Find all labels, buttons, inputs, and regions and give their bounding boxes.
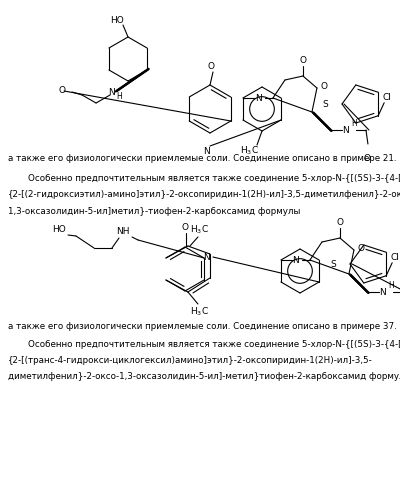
Text: N: N [204, 253, 210, 262]
Text: HO: HO [110, 16, 124, 25]
Text: O: O [358, 244, 365, 252]
Text: а также его физиологически приемлемые соли. Соединение описано в примере 21.: а также его физиологически приемлемые со… [8, 154, 396, 163]
Text: O: O [58, 86, 65, 95]
Text: NH: NH [116, 227, 130, 236]
Text: O: O [364, 154, 370, 163]
Text: а также его физиологически приемлемые соли. Соединение описано в примере 37.: а также его физиологически приемлемые со… [8, 322, 397, 331]
Text: H$_3$C: H$_3$C [190, 306, 209, 318]
Text: S: S [322, 100, 328, 109]
Text: N: N [292, 256, 299, 265]
Text: Особенно предпочтительным является также соединение 5-хлор-N-{[(5S)-3-{4-[3-: Особенно предпочтительным является также… [28, 174, 400, 183]
Text: N: N [342, 126, 349, 135]
Text: {2-[(2-гидроксиэтил)-амино]этил}-2-оксопиридин-1(2H)-ил]-3,5-диметилфенил}-2-окс: {2-[(2-гидроксиэтил)-амино]этил}-2-оксоп… [8, 190, 400, 199]
Text: N: N [108, 88, 114, 97]
Text: Cl: Cl [382, 93, 391, 102]
Text: N: N [204, 147, 210, 156]
Text: O: O [300, 56, 306, 65]
Text: O: O [182, 223, 189, 232]
Text: {2-[(транс-4-гидрокси-циклогексил)амино]этил}-2-оксопиридин-1(2H)-ил]-3,5-: {2-[(транс-4-гидрокси-циклогексил)амино]… [8, 356, 373, 365]
Text: Особенно предпочтительным является также соединение 5-хлор-N-{[(5S)-3-{4-[3-: Особенно предпочтительным является также… [28, 340, 400, 349]
Text: Cl: Cl [390, 253, 399, 262]
Text: HO: HO [52, 225, 66, 234]
Text: O: O [336, 218, 344, 227]
Text: N: N [379, 288, 386, 297]
Text: H: H [116, 92, 122, 101]
Text: H: H [351, 119, 357, 128]
Text: диметилфенил}-2-оксо-1,3-оксазолидин-5-ил]-метил}тиофен-2-карбоксамид формулы: диметилфенил}-2-оксо-1,3-оксазолидин-5-и… [8, 372, 400, 381]
Text: H: H [388, 281, 394, 290]
Text: N: N [255, 94, 262, 103]
Text: S: S [330, 260, 336, 269]
Text: H$_3$C: H$_3$C [190, 224, 209, 236]
Text: H$_3$C: H$_3$C [240, 145, 259, 157]
Text: O: O [321, 81, 328, 90]
Text: O: O [208, 62, 214, 71]
Text: 1,3-оксазолидин-5-ил]метил}-тиофен-2-карбоксамид формулы: 1,3-оксазолидин-5-ил]метил}-тиофен-2-кар… [8, 207, 300, 216]
